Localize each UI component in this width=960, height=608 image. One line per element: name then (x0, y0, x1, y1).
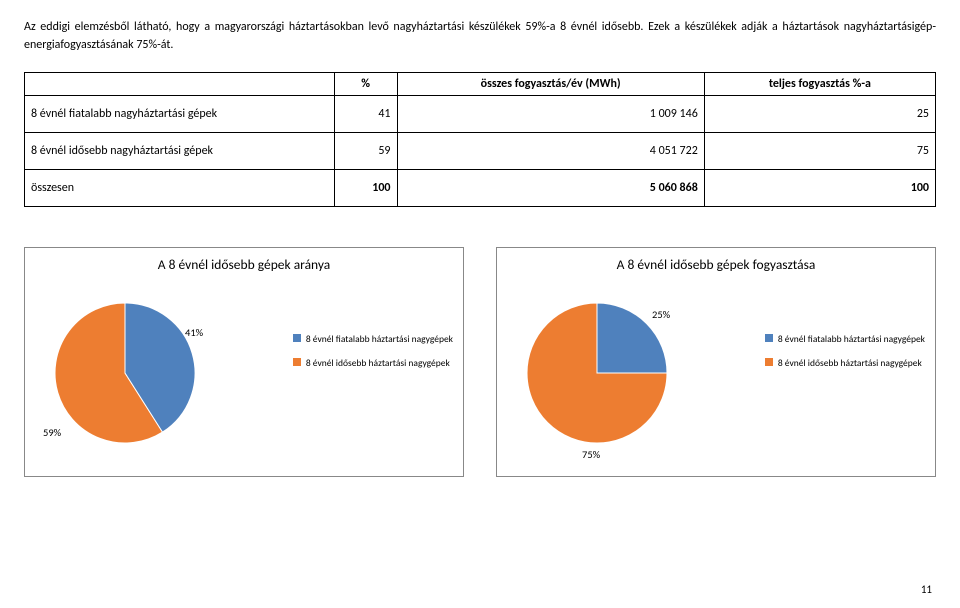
chart-title: A 8 évnél idősebb gépek aránya (25, 248, 463, 273)
pie-pct-label: 41% (185, 326, 203, 339)
table-row-total: összesen 100 5 060 868 100 (25, 170, 936, 207)
legend-swatch-icon (765, 334, 773, 342)
row-share: 25 (704, 96, 935, 133)
consumption-table: % összes fogyasztás/év (MWh) teljes fogy… (24, 72, 936, 207)
pie-chart (527, 303, 667, 448)
legend-label: 8 évnél fiatalabb háztartási nagygépek (778, 333, 925, 345)
total-pct: 100 (334, 170, 397, 207)
pie-pct-label: 25% (652, 308, 670, 321)
row-label: összesen (25, 170, 335, 207)
row-cons: 1 009 146 (397, 96, 704, 133)
table-header: % (334, 73, 397, 96)
legend-swatch-icon (293, 358, 301, 366)
pie-chart (55, 303, 195, 448)
table-header: összes fogyasztás/év (MWh) (397, 73, 704, 96)
row-label: 8 évnél idősebb nagyháztartási gépek (25, 133, 335, 170)
pie-pct-label: 59% (43, 426, 61, 439)
chart-legend: 8 évnél fiatalabb háztartási nagygépek 8… (293, 333, 453, 382)
legend-label: 8 évnél fiatalabb háztartási nagygépek (306, 333, 453, 345)
table-header: teljes fogyasztás %-a (704, 73, 935, 96)
chart-older-consumption: A 8 évnél idősebb gépek fogyasztása 8 év… (496, 247, 936, 477)
row-pct: 59 (334, 133, 397, 170)
page-number: 11 (921, 583, 932, 596)
pie-pct-label: 75% (582, 448, 600, 461)
legend-item: 8 évnél idősebb háztartási nagygépek (293, 357, 453, 369)
legend-label: 8 évnél idősebb háztartási nagygépek (306, 357, 450, 369)
chart-title: A 8 évnél idősebb gépek fogyasztása (497, 248, 935, 273)
row-share: 75 (704, 133, 935, 170)
chart-legend: 8 évnél fiatalabb háztartási nagygépek 8… (765, 333, 925, 382)
legend-item: 8 évnél fiatalabb háztartási nagygépek (765, 333, 925, 345)
table-header (25, 73, 335, 96)
row-label: 8 évnél fiatalabb nagyháztartási gépek (25, 96, 335, 133)
legend-label: 8 évnél idősebb háztartási nagygépek (778, 357, 922, 369)
table-row: 8 évnél fiatalabb nagyháztartási gépek 4… (25, 96, 936, 133)
row-pct: 41 (334, 96, 397, 133)
row-cons: 4 051 722 (397, 133, 704, 170)
legend-item: 8 évnél idősebb háztartási nagygépek (765, 357, 925, 369)
total-cons: 5 060 868 (397, 170, 704, 207)
charts-row: A 8 évnél idősebb gépek aránya 8 évnél f… (24, 247, 936, 477)
legend-swatch-icon (765, 358, 773, 366)
intro-paragraph: Az eddigi elemzésből látható, hogy a mag… (24, 18, 936, 54)
chart-older-ratio: A 8 évnél idősebb gépek aránya 8 évnél f… (24, 247, 464, 477)
legend-swatch-icon (293, 334, 301, 342)
table-row: 8 évnél idősebb nagyháztartási gépek 59 … (25, 133, 936, 170)
legend-item: 8 évnél fiatalabb háztartási nagygépek (293, 333, 453, 345)
total-share: 100 (704, 170, 935, 207)
